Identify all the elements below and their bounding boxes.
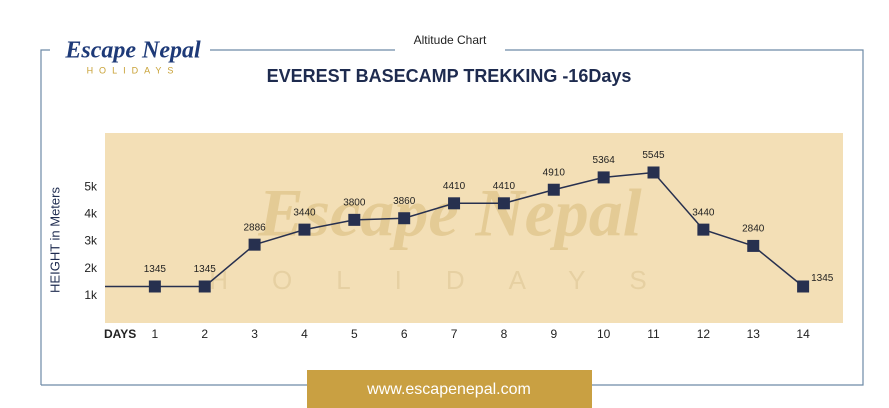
y-tick-label: 5k (84, 179, 98, 193)
x-axis-label: DAYS (104, 327, 136, 341)
x-tick-label: 4 (301, 327, 308, 341)
marker (198, 280, 211, 293)
marker (797, 280, 810, 293)
marker (148, 280, 161, 293)
x-tick-label: 6 (401, 327, 408, 341)
x-tick-label: 8 (501, 327, 508, 341)
watermark-name: Escape Nepal (257, 175, 641, 251)
y-tick-label: 2k (84, 261, 98, 275)
marker (398, 212, 411, 225)
y-tick-label: 1k (84, 288, 98, 302)
y-tick-label: 3k (84, 234, 98, 248)
value-label: 5545 (642, 150, 665, 161)
value-label: 1345 (144, 264, 167, 275)
marker (547, 183, 560, 196)
value-label: 2840 (742, 224, 765, 235)
marker (348, 213, 361, 226)
marker (697, 223, 710, 236)
x-tick-label: 13 (747, 327, 761, 341)
logo-name: Escape Nepal (64, 38, 201, 64)
marker (647, 166, 660, 179)
x-tick-label: 2 (201, 327, 208, 341)
logo-tagline: HOLIDAYS (87, 65, 180, 75)
footer-url[interactable]: www.escapenepal.com (366, 381, 531, 398)
value-label: 3860 (393, 196, 416, 207)
watermark-tagline: HOLIDAYS (209, 265, 691, 295)
value-label: 2886 (243, 222, 266, 233)
x-tick-label: 5 (351, 327, 358, 341)
chart-title: EVEREST BASECAMP TREKKING -16Days (267, 66, 632, 86)
value-label: 3800 (343, 197, 366, 208)
footer-box (307, 370, 592, 408)
y-tick-label: 4k (84, 207, 98, 221)
y-axis-label: HEIGHT in Meters (47, 187, 62, 293)
frame-title: Altitude Chart (414, 33, 487, 47)
marker (497, 197, 510, 210)
x-tick-label: 3 (251, 327, 258, 341)
x-tick-label: 9 (550, 327, 557, 341)
x-tick-label: 11 (647, 327, 660, 341)
value-label: 3440 (692, 207, 715, 218)
value-label: 4910 (543, 167, 566, 178)
value-label: 1345 (811, 273, 834, 284)
x-tick-label: 10 (597, 327, 611, 341)
x-tick-label: 14 (796, 327, 810, 341)
marker (747, 239, 760, 252)
marker (298, 223, 311, 236)
plot-area (105, 133, 843, 323)
line (154, 171, 804, 288)
x-tick-label: 12 (697, 327, 711, 341)
value-label: 5364 (593, 155, 616, 166)
marker (448, 197, 461, 210)
value-label: 1345 (194, 264, 217, 275)
marker (248, 238, 261, 251)
value-label: 4410 (443, 181, 466, 192)
x-tick-label: 1 (152, 327, 159, 341)
value-label: 4410 (493, 181, 516, 192)
marker (597, 171, 610, 184)
value-label: 3440 (293, 207, 316, 218)
x-tick-label: 7 (451, 327, 458, 341)
